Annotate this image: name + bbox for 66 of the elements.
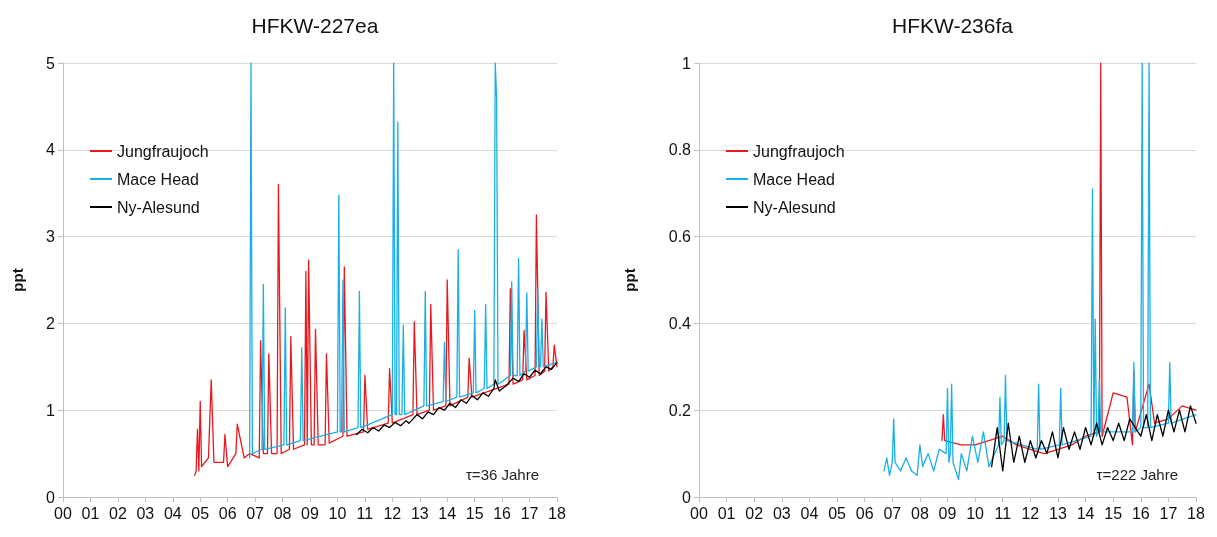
y-tick-label: 0.8 bbox=[668, 141, 692, 159]
x-tick-label: 05 bbox=[828, 504, 847, 522]
y-axis-title: ppt bbox=[621, 268, 638, 292]
y-tick-label: 0.4 bbox=[668, 314, 692, 332]
x-tick-label: 17 bbox=[520, 504, 539, 522]
x-tick-label: 12 bbox=[383, 504, 402, 522]
line-series bbox=[883, 62, 1197, 481]
line-series bbox=[941, 62, 1197, 455]
x-tick-label: 01 bbox=[81, 504, 100, 522]
legend-label: Jungfraujoch bbox=[753, 142, 845, 160]
x-tick-label: 06 bbox=[218, 504, 237, 522]
x-tick-label: 02 bbox=[108, 504, 127, 522]
x-tick-label: 06 bbox=[855, 504, 874, 522]
chart-title: HFKW-227ea bbox=[251, 14, 379, 37]
x-tick-label: 18 bbox=[548, 504, 566, 522]
legend-label: Jungfraujoch bbox=[117, 142, 209, 160]
x-tick-label: 13 bbox=[410, 504, 429, 522]
x-tick-label: 02 bbox=[745, 504, 764, 522]
x-tick-label: 15 bbox=[1104, 504, 1123, 522]
x-tick-label: 16 bbox=[493, 504, 512, 522]
line-series bbox=[356, 361, 558, 436]
annotation: τ=222 Jahre bbox=[1096, 466, 1178, 483]
x-tick-label: 11 bbox=[994, 504, 1012, 522]
chart-title: HFKW-236fa bbox=[892, 14, 1014, 37]
legend-label: Ny-Alesund bbox=[117, 198, 200, 216]
x-tick-label: 03 bbox=[772, 504, 791, 522]
x-tick-label: 01 bbox=[717, 504, 736, 522]
x-tick-label: 04 bbox=[800, 504, 819, 522]
x-tick-label: 09 bbox=[301, 504, 319, 522]
x-tick-label: 07 bbox=[246, 504, 265, 522]
y-tick-label: 2 bbox=[46, 314, 56, 332]
y-tick-label: 0 bbox=[46, 488, 56, 506]
legend-label: Ny-Alesund bbox=[753, 198, 836, 216]
legend-label: Mace Head bbox=[117, 170, 199, 188]
x-tick-label: 17 bbox=[1159, 504, 1178, 522]
x-tick-label: 10 bbox=[328, 504, 347, 522]
x-tick-label: 07 bbox=[883, 504, 902, 522]
x-tick-label: 13 bbox=[1049, 504, 1067, 522]
x-tick-label: 09 bbox=[938, 504, 957, 522]
x-tick-label: 15 bbox=[465, 504, 484, 522]
y-tick-label: 4 bbox=[46, 141, 56, 159]
annotation: τ=36 Jahre bbox=[465, 466, 539, 483]
x-tick-label: 08 bbox=[273, 504, 292, 522]
y-axis-title: ppt bbox=[9, 268, 26, 292]
x-tick-label: 00 bbox=[690, 504, 708, 522]
y-tick-label: 0 bbox=[682, 488, 692, 506]
x-tick-label: 04 bbox=[163, 504, 182, 522]
x-tick-label: 14 bbox=[1076, 504, 1095, 522]
x-tick-label: 10 bbox=[966, 504, 985, 522]
x-tick-label: 18 bbox=[1187, 504, 1205, 522]
x-tick-label: 16 bbox=[1131, 504, 1150, 522]
x-tick-label: 12 bbox=[1021, 504, 1040, 522]
x-tick-label: 00 bbox=[54, 504, 72, 522]
x-tick-label: 03 bbox=[136, 504, 155, 522]
x-tick-label: 08 bbox=[910, 504, 929, 522]
line-series bbox=[248, 62, 558, 459]
legend-label: Mace Head bbox=[753, 170, 835, 188]
x-tick-label: 14 bbox=[438, 504, 457, 522]
y-tick-label: 0.6 bbox=[668, 228, 692, 246]
y-tick-label: 3 bbox=[46, 228, 56, 246]
y-tick-label: 5 bbox=[46, 54, 56, 72]
x-tick-label: 05 bbox=[191, 504, 210, 522]
y-tick-label: 0.2 bbox=[668, 401, 692, 419]
y-tick-label: 1 bbox=[682, 54, 692, 72]
y-tick-label: 1 bbox=[46, 401, 56, 419]
x-tick-label: 11 bbox=[356, 504, 374, 522]
